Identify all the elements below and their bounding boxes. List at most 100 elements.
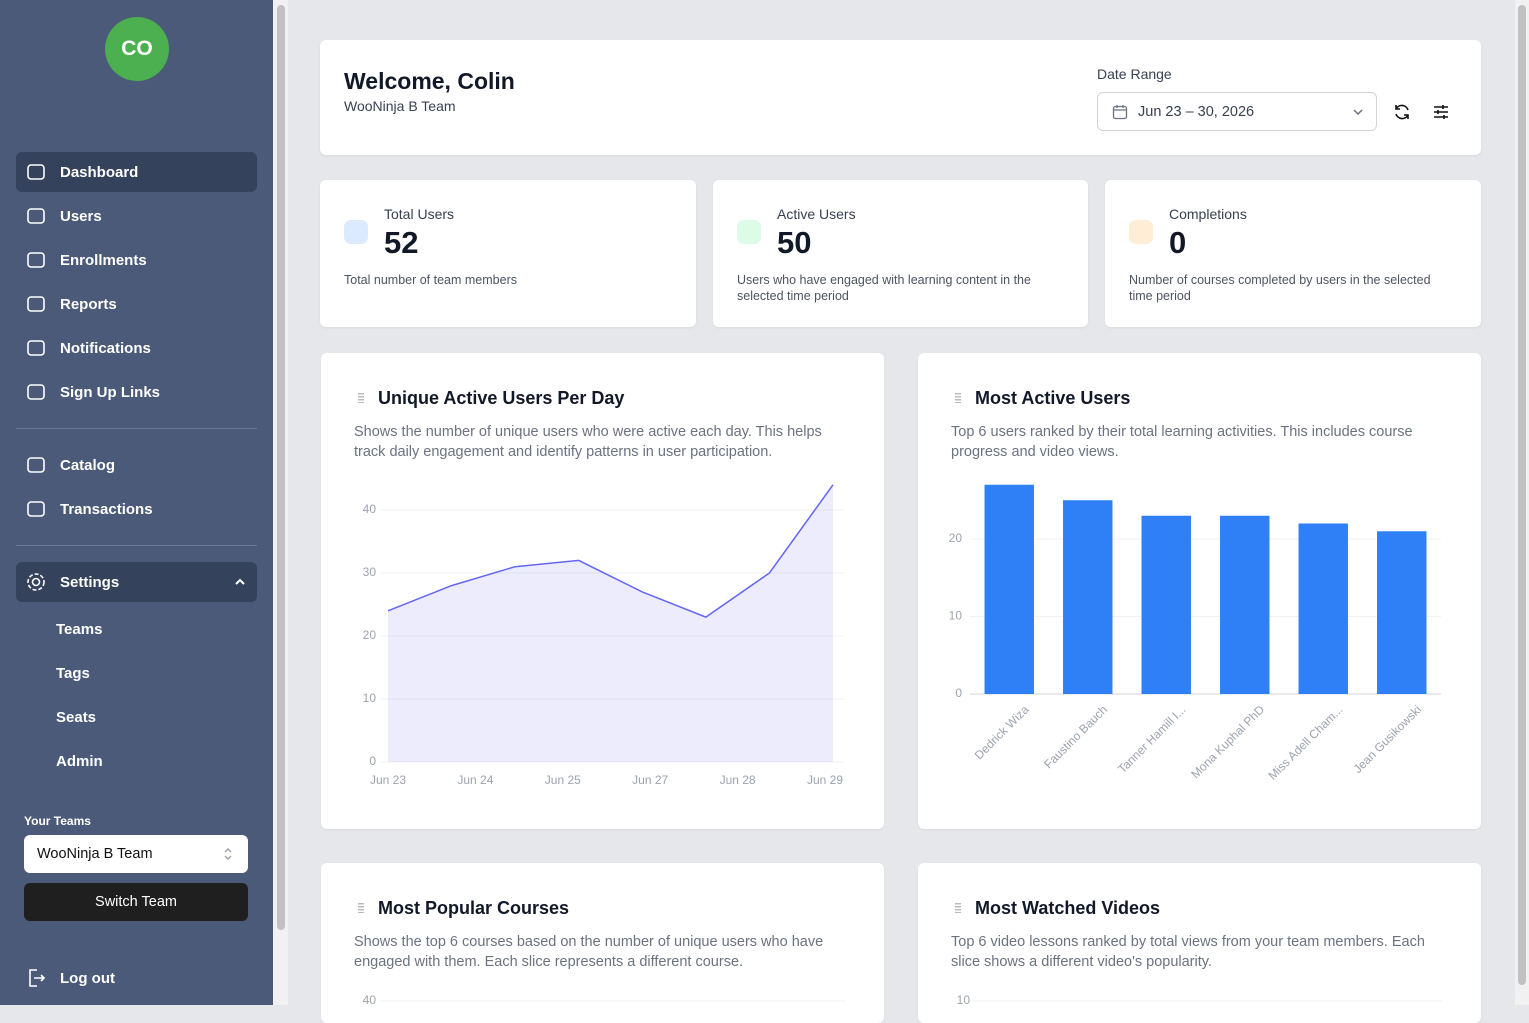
scrollbar [1515,0,1529,1005]
x-tick-label: Jun 23 [370,773,406,787]
team-name: WooNinja B Team [344,98,456,114]
chart: 10 [957,993,1442,1005]
nav-item[interactable]: Reports [16,284,257,324]
y-tick-label: 0 [955,686,962,700]
chart-card: Unique Active Users Per Day Shows the num… [321,353,884,829]
settings-item[interactable]: Seats [56,709,97,726]
avatar: CO [105,17,169,81]
drag-handle [955,393,961,403]
filter-button[interactable] [1432,103,1450,121]
card-title: Most Watched Videos [975,898,1161,918]
nav-label: Catalog [60,456,116,474]
x-tick-label: Tanner Hamill I... [1115,702,1189,776]
nav-item[interactable]: Catalog [16,445,257,485]
welcome-title: Welcome, Colin [344,68,515,94]
stat-value: 52 [384,225,419,260]
date-value: Jun 23 – 30, 2026 [1138,104,1255,120]
y-tick-label: 10 [949,609,963,623]
x-tick-label: Jun 29 [807,773,843,787]
stat-description: Total number of team members [344,273,517,287]
bar [1220,515,1270,694]
card-description: Top 6 users ranked by their total learni… [951,424,1413,460]
line [387,484,834,618]
stat-label: Active Users [777,206,856,222]
card-description: Shows the number of unique users who wer… [354,424,822,460]
bar [1063,500,1113,694]
nav-item[interactable]: Dashboard [16,152,257,192]
nav-label: Users [60,207,102,225]
stat-description: Number of courses completed by users in … [1129,273,1431,303]
card-title: Most Active Users [975,388,1131,408]
stat-card: Active Users 50 Users who have engaged wit… [713,180,1088,327]
y-tick-label: 30 [363,565,377,579]
settings-item[interactable]: Teams [56,621,103,638]
nav-item[interactable]: Sign Up Links [16,372,257,412]
x-tick-label: Faustino Bauch [1041,702,1110,771]
sidebar: CO Settings Your Teams WooNinja B Team S… [0,0,273,1005]
x-tick-label: Miss Adell Cham... [1265,702,1345,782]
y-tick-label: 40 [363,502,377,516]
y-tick-label: 10 [363,691,377,705]
switch-team-button[interactable]: Switch Team [24,883,248,921]
area-fill [388,484,833,762]
scroll-thumb[interactable] [277,5,285,930]
nav-label: Reports [60,295,117,313]
y-tick-label: 10 [957,993,971,1005]
x-tick-label: Mona Kuphal PhD [1188,702,1267,781]
stat-label: Completions [1169,206,1247,222]
stat-description: Users who have engaged with learning con… [737,273,1031,303]
x-tick-label: Dedrick Wiza [972,702,1032,762]
scrollbar [273,0,288,1005]
stat-icon [344,220,368,244]
logout[interactable]: Log out [16,958,257,998]
panel-card: Most Watched Videos Top 6 video lessons r… [918,863,1481,1023]
card-title: Most Popular Courses [378,898,570,918]
nav-item[interactable]: Users [16,196,257,236]
card-description: Top 6 video lessons ranked by total view… [951,934,1425,970]
team-select[interactable]: WooNinja B Team [24,835,248,873]
refresh-button[interactable] [1393,103,1411,121]
date-picker[interactable]: Jun 23 – 30, 2026 [1097,92,1377,131]
nav-item[interactable]: Notifications [16,328,257,368]
y-tick-label: 20 [949,531,963,545]
stat-card: Total Users 52 Total number of team member… [320,180,696,327]
date-label: Date Range [1097,66,1172,82]
settings-item[interactable]: Admin [56,753,103,770]
chart: 0 10 20 30 40 Jun 23 Jun 24 Jun 25 Jun 27 Jun 28 J… [363,484,845,787]
bar [1298,523,1348,694]
nav-label: Enrollments [60,251,147,269]
stat-icon [737,220,761,244]
stat-card: Completions 0 Number of courses completed … [1105,180,1481,327]
nav-label: Notifications [60,339,151,357]
settings-toggle[interactable]: Settings [16,562,257,602]
x-tick-label: Jun 25 [545,773,581,787]
x-tick-label: Jun 27 [632,773,668,787]
nav-item[interactable]: Enrollments [16,240,257,280]
stat-label: Total Users [384,206,455,222]
stat-value: 50 [777,225,812,260]
x-tick-label: Jean Gusikowski [1351,702,1425,776]
nav-item[interactable]: Transactions [16,489,257,529]
y-tick-label: 0 [369,754,376,768]
y-tick-label: 20 [363,628,377,642]
nav-label: Transactions [60,500,153,518]
chart-card: Most Active Users Top 6 users ranked by t… [918,353,1481,829]
y-tick-label: 40 [363,993,377,1005]
bar [984,484,1034,694]
nav-label: Dashboard [60,163,139,181]
drag-handle [358,393,364,403]
scroll-thumb[interactable] [1518,5,1526,985]
settings-item[interactable]: Tags [56,665,90,682]
stat-value: 0 [1169,225,1187,260]
teams-label: Your Teams [24,814,91,828]
drag-handle [358,903,364,913]
drag-handle [955,903,961,913]
chart: 40 [363,993,845,1005]
team-select-value: WooNinja B Team [37,846,153,862]
card-title: Unique Active Users Per Day [378,388,625,408]
panel-card: Most Popular Courses Shows the top 6 cour… [321,863,884,1023]
settings-label: Settings [60,573,120,591]
header-card: Welcome, Colin WooNinja B Team Date Rang… [320,40,1481,155]
logout-label: Log out [60,969,115,987]
